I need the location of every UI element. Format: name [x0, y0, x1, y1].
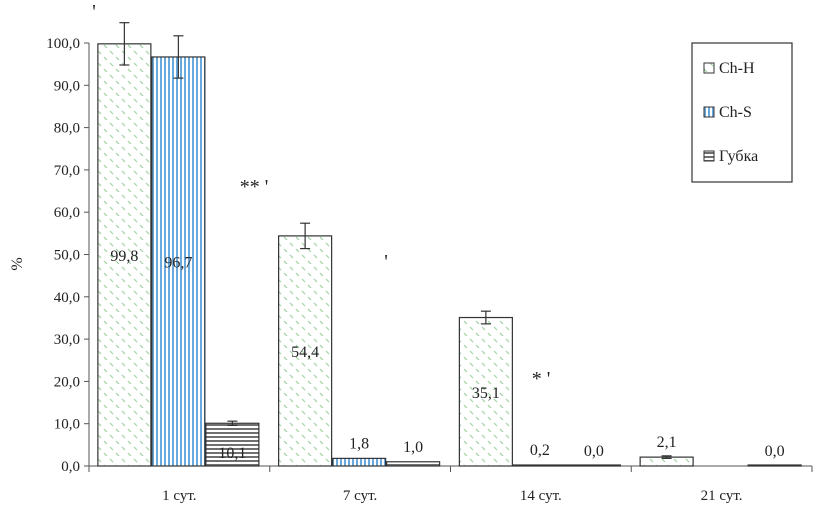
- y-tick-label: 70,0: [54, 163, 80, 179]
- bar-губка-21-сут: [747, 464, 802, 467]
- y-tick-label: 100,0: [46, 36, 80, 52]
- legend-swatch-ch-h: [703, 62, 715, 74]
- legend-swatch-ch-s: [703, 106, 715, 118]
- x-tick-label-21-сут: 21 сут.: [701, 488, 743, 504]
- legend-label-губка: Губка: [719, 148, 758, 165]
- data-label-ch-s-7-сут: 1,8: [349, 435, 369, 452]
- y-tick-label: 40,0: [54, 290, 80, 306]
- y-tick-label: 50,0: [54, 248, 80, 264]
- data-label-губка-1-сут: 10,1: [218, 445, 246, 462]
- data-label-ch-h-14-сут: 35,1: [472, 385, 500, 402]
- bar-губка-14-сут: [566, 464, 621, 467]
- legend-label-ch-h: Ch-H: [719, 60, 755, 77]
- significance-marker: ** ': [240, 176, 269, 198]
- data-label-ch-h-7-сут: 54,4: [291, 344, 319, 361]
- bar-ch-s-1-сут: [151, 56, 206, 467]
- significance-marker: ': [92, 1, 96, 23]
- legend-swatch-губка: [703, 150, 715, 162]
- significance-marker: * ': [532, 368, 551, 390]
- data-label-ch-h-1-сут: 99,8: [110, 248, 138, 265]
- y-tick-label: 10,0: [54, 417, 80, 433]
- bar-ch-h-7-сут: [278, 235, 333, 467]
- y-tick-label: 30,0: [54, 332, 80, 348]
- legend-label-ch-s: Ch-S: [719, 104, 752, 121]
- bar-губка-7-сут: [386, 461, 441, 467]
- bar-ch-s-7-сут: [332, 457, 387, 467]
- data-label-ch-h-21-сут: 2,1: [657, 434, 677, 451]
- y-tick-label: 90,0: [54, 78, 80, 94]
- y-tick-label: 20,0: [54, 374, 80, 390]
- bar-ch-s-14-сут: [512, 464, 567, 467]
- significance-marker: ': [384, 251, 388, 273]
- y-tick-label: 60,0: [54, 205, 80, 221]
- y-axis-label: %: [9, 257, 26, 270]
- bar-ch-h-14-сут: [458, 316, 513, 467]
- data-label-ch-s-1-сут: 96,7: [164, 254, 192, 271]
- y-tick-label: 0,0: [61, 459, 80, 475]
- x-tick-label-1-сут: 1 сут.: [162, 488, 196, 504]
- x-tick-label-14-сут: 14 сут.: [520, 488, 562, 504]
- data-label-губка-21-сут: 0,0: [765, 443, 785, 460]
- data-label-ch-s-14-сут: 0,2: [530, 442, 550, 459]
- y-tick-label: 80,0: [54, 121, 80, 137]
- data-label-губка-14-сут: 0,0: [584, 443, 604, 460]
- data-label-губка-7-сут: 1,0: [403, 439, 423, 456]
- x-tick-label-7-сут: 7 сут.: [343, 488, 377, 504]
